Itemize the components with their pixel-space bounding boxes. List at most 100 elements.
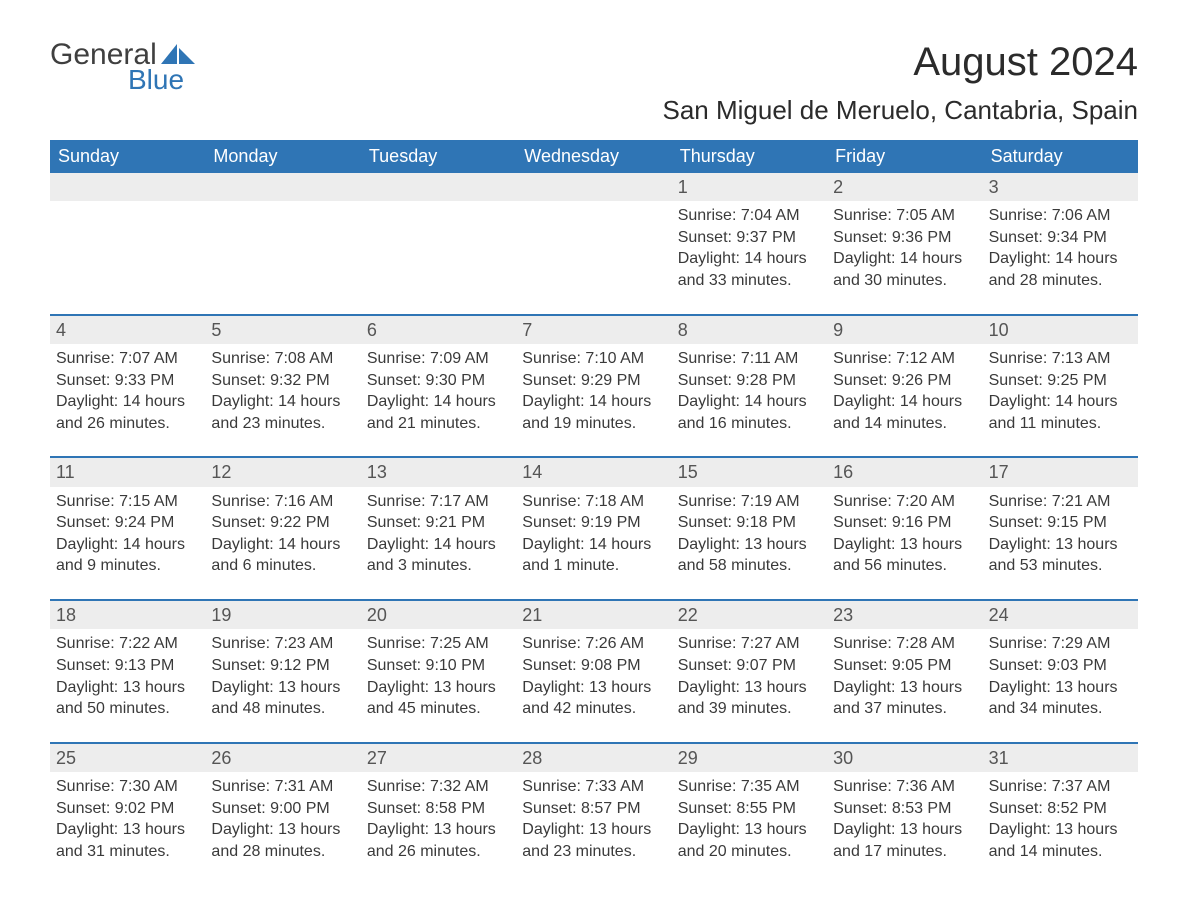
daylight-line: and 20 minutes. bbox=[678, 841, 821, 863]
daylight-line: Daylight: 14 hours bbox=[211, 391, 354, 413]
weekday-header: Friday bbox=[827, 140, 982, 173]
daylight-line: and 31 minutes. bbox=[56, 841, 199, 863]
sunset-line: Sunset: 9:36 PM bbox=[833, 227, 976, 249]
sunset-line: Sunset: 9:08 PM bbox=[522, 655, 665, 677]
weekday-header: Sunday bbox=[50, 140, 205, 173]
daylight-line: Daylight: 14 hours bbox=[522, 391, 665, 413]
day-number bbox=[50, 173, 205, 201]
sunrise-line: Sunrise: 7:05 AM bbox=[833, 205, 976, 227]
day-cell: 10Sunrise: 7:13 AMSunset: 9:25 PMDayligh… bbox=[983, 316, 1138, 457]
sunset-line: Sunset: 8:57 PM bbox=[522, 798, 665, 820]
weekday-header: Saturday bbox=[983, 140, 1138, 173]
day-number: 2 bbox=[827, 173, 982, 201]
day-number: 10 bbox=[983, 316, 1138, 344]
sunrise-line: Sunrise: 7:30 AM bbox=[56, 776, 199, 798]
day-number: 29 bbox=[672, 744, 827, 772]
day-cell: 30Sunrise: 7:36 AMSunset: 8:53 PMDayligh… bbox=[827, 744, 982, 885]
week-row: 18Sunrise: 7:22 AMSunset: 9:13 PMDayligh… bbox=[50, 599, 1138, 742]
daylight-line: and 21 minutes. bbox=[367, 413, 510, 435]
day-number bbox=[361, 173, 516, 201]
weekday-header: Thursday bbox=[672, 140, 827, 173]
daylight-line: and 33 minutes. bbox=[678, 270, 821, 292]
day-cell bbox=[205, 173, 360, 314]
sunrise-line: Sunrise: 7:06 AM bbox=[989, 205, 1132, 227]
day-number: 14 bbox=[516, 458, 671, 486]
sunrise-line: Sunrise: 7:20 AM bbox=[833, 491, 976, 513]
daylight-line: and 34 minutes. bbox=[989, 698, 1132, 720]
sunset-line: Sunset: 9:03 PM bbox=[989, 655, 1132, 677]
daylight-line: Daylight: 14 hours bbox=[989, 391, 1132, 413]
daylight-line: Daylight: 13 hours bbox=[522, 677, 665, 699]
daylight-line: Daylight: 14 hours bbox=[211, 534, 354, 556]
daylight-line: and 28 minutes. bbox=[211, 841, 354, 863]
daylight-line: and 58 minutes. bbox=[678, 555, 821, 577]
sunrise-line: Sunrise: 7:11 AM bbox=[678, 348, 821, 370]
week-row: 25Sunrise: 7:30 AMSunset: 9:02 PMDayligh… bbox=[50, 742, 1138, 885]
day-number: 22 bbox=[672, 601, 827, 629]
day-cell: 13Sunrise: 7:17 AMSunset: 9:21 PMDayligh… bbox=[361, 458, 516, 599]
sunrise-line: Sunrise: 7:28 AM bbox=[833, 633, 976, 655]
sunset-line: Sunset: 8:55 PM bbox=[678, 798, 821, 820]
daylight-line: and 56 minutes. bbox=[833, 555, 976, 577]
day-cell: 27Sunrise: 7:32 AMSunset: 8:58 PMDayligh… bbox=[361, 744, 516, 885]
daylight-line: Daylight: 14 hours bbox=[678, 391, 821, 413]
day-number: 16 bbox=[827, 458, 982, 486]
day-number: 17 bbox=[983, 458, 1138, 486]
daylight-line: and 9 minutes. bbox=[56, 555, 199, 577]
page-title: August 2024 bbox=[662, 40, 1138, 85]
day-number: 7 bbox=[516, 316, 671, 344]
day-number: 25 bbox=[50, 744, 205, 772]
day-cell: 18Sunrise: 7:22 AMSunset: 9:13 PMDayligh… bbox=[50, 601, 205, 742]
sunrise-line: Sunrise: 7:32 AM bbox=[367, 776, 510, 798]
day-cell: 12Sunrise: 7:16 AMSunset: 9:22 PMDayligh… bbox=[205, 458, 360, 599]
daylight-line: Daylight: 13 hours bbox=[367, 819, 510, 841]
sunset-line: Sunset: 8:52 PM bbox=[989, 798, 1132, 820]
day-number: 1 bbox=[672, 173, 827, 201]
weekday-header: Monday bbox=[205, 140, 360, 173]
daylight-line: Daylight: 13 hours bbox=[678, 819, 821, 841]
day-number bbox=[516, 173, 671, 201]
sunrise-line: Sunrise: 7:27 AM bbox=[678, 633, 821, 655]
sunset-line: Sunset: 9:22 PM bbox=[211, 512, 354, 534]
day-cell: 7Sunrise: 7:10 AMSunset: 9:29 PMDaylight… bbox=[516, 316, 671, 457]
sunrise-line: Sunrise: 7:21 AM bbox=[989, 491, 1132, 513]
location-subtitle: San Miguel de Meruelo, Cantabria, Spain bbox=[662, 95, 1138, 126]
day-cell: 26Sunrise: 7:31 AMSunset: 9:00 PMDayligh… bbox=[205, 744, 360, 885]
daylight-line: Daylight: 13 hours bbox=[833, 677, 976, 699]
daylight-line: and 23 minutes. bbox=[211, 413, 354, 435]
day-cell: 25Sunrise: 7:30 AMSunset: 9:02 PMDayligh… bbox=[50, 744, 205, 885]
daylight-line: Daylight: 14 hours bbox=[989, 248, 1132, 270]
sunset-line: Sunset: 9:00 PM bbox=[211, 798, 354, 820]
daylight-line: and 39 minutes. bbox=[678, 698, 821, 720]
day-cell: 29Sunrise: 7:35 AMSunset: 8:55 PMDayligh… bbox=[672, 744, 827, 885]
day-cell: 2Sunrise: 7:05 AMSunset: 9:36 PMDaylight… bbox=[827, 173, 982, 314]
day-cell: 17Sunrise: 7:21 AMSunset: 9:15 PMDayligh… bbox=[983, 458, 1138, 599]
daylight-line: Daylight: 13 hours bbox=[678, 534, 821, 556]
daylight-line: Daylight: 13 hours bbox=[56, 819, 199, 841]
day-cell: 20Sunrise: 7:25 AMSunset: 9:10 PMDayligh… bbox=[361, 601, 516, 742]
daylight-line: and 26 minutes. bbox=[367, 841, 510, 863]
day-number: 19 bbox=[205, 601, 360, 629]
day-cell: 9Sunrise: 7:12 AMSunset: 9:26 PMDaylight… bbox=[827, 316, 982, 457]
day-cell: 8Sunrise: 7:11 AMSunset: 9:28 PMDaylight… bbox=[672, 316, 827, 457]
sunset-line: Sunset: 9:32 PM bbox=[211, 370, 354, 392]
sunrise-line: Sunrise: 7:36 AM bbox=[833, 776, 976, 798]
weekday-header: Tuesday bbox=[361, 140, 516, 173]
sunset-line: Sunset: 9:30 PM bbox=[367, 370, 510, 392]
daylight-line: Daylight: 14 hours bbox=[522, 534, 665, 556]
day-number: 3 bbox=[983, 173, 1138, 201]
daylight-line: Daylight: 14 hours bbox=[678, 248, 821, 270]
daylight-line: Daylight: 13 hours bbox=[833, 534, 976, 556]
day-number: 31 bbox=[983, 744, 1138, 772]
daylight-line: Daylight: 14 hours bbox=[367, 534, 510, 556]
sunset-line: Sunset: 9:12 PM bbox=[211, 655, 354, 677]
sunrise-line: Sunrise: 7:13 AM bbox=[989, 348, 1132, 370]
sunset-line: Sunset: 9:18 PM bbox=[678, 512, 821, 534]
sunset-line: Sunset: 9:26 PM bbox=[833, 370, 976, 392]
day-cell: 23Sunrise: 7:28 AMSunset: 9:05 PMDayligh… bbox=[827, 601, 982, 742]
sunrise-line: Sunrise: 7:23 AM bbox=[211, 633, 354, 655]
day-cell bbox=[50, 173, 205, 314]
sunset-line: Sunset: 8:58 PM bbox=[367, 798, 510, 820]
day-number: 30 bbox=[827, 744, 982, 772]
sunrise-line: Sunrise: 7:33 AM bbox=[522, 776, 665, 798]
